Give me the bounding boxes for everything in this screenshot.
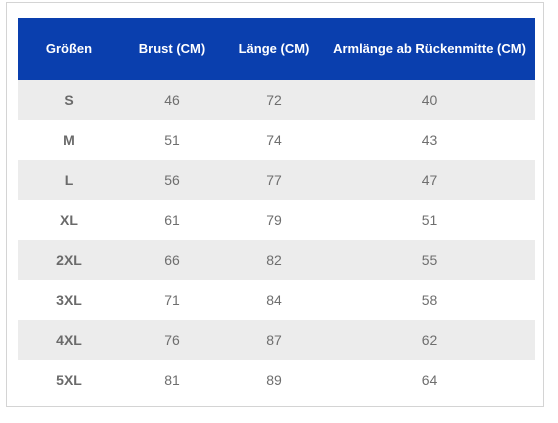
cell-size: 3XL [56, 292, 82, 308]
cell-size: M [63, 132, 75, 148]
cell-arm-length: 40 [421, 92, 438, 108]
cell-chest: 71 [164, 292, 180, 308]
cell-chest: 66 [164, 252, 180, 268]
cell-length: 87 [266, 332, 282, 348]
cell-length: 77 [266, 172, 282, 188]
cell-length: 79 [266, 212, 282, 228]
cell-arm-length: 64 [421, 372, 438, 388]
cell-length: 89 [266, 372, 282, 388]
cell-length: 74 [266, 132, 282, 148]
header-arm-length: Armlänge ab Rückenmitte (CM) [333, 41, 526, 56]
cell-arm-length: 47 [421, 172, 438, 188]
cell-chest: 56 [164, 172, 180, 188]
table-row: M 51 74 43 [18, 120, 535, 160]
cell-chest: 81 [164, 372, 180, 388]
header-size: Größen [45, 41, 93, 56]
table-row: 5XL 81 89 64 [18, 360, 535, 400]
cell-arm-length: 58 [421, 292, 438, 308]
cell-length: 84 [266, 292, 282, 308]
cell-size: L [64, 172, 74, 188]
cell-size: XL [60, 212, 78, 228]
cell-arm-length: 62 [421, 332, 438, 348]
cell-chest: 76 [164, 332, 180, 348]
size-chart-frame: Größen Brust (CM) Länge (CM) Armlänge ab… [6, 2, 544, 407]
cell-size: 5XL [56, 372, 82, 388]
cell-chest: 51 [164, 132, 180, 148]
cell-arm-length: 51 [421, 212, 438, 228]
cell-length: 72 [266, 92, 282, 108]
header-length: Länge (CM) [238, 41, 310, 56]
cell-chest: 61 [164, 212, 180, 228]
cell-size: 2XL [56, 252, 82, 268]
cell-arm-length: 43 [421, 132, 438, 148]
header-chest: Brust (CM) [138, 41, 206, 56]
size-chart-table: Größen Brust (CM) Länge (CM) Armlänge ab… [18, 18, 535, 400]
cell-size: 4XL [56, 332, 82, 348]
table-row: L 56 77 47 [18, 160, 535, 200]
table-row: S 46 72 40 [18, 80, 535, 120]
cell-arm-length: 55 [421, 252, 438, 268]
cell-size: S [64, 92, 74, 108]
table-row: 3XL 71 84 58 [18, 280, 535, 320]
cell-chest: 46 [164, 92, 180, 108]
table-row: XL 61 79 51 [18, 200, 535, 240]
table-row: 4XL 76 87 62 [18, 320, 535, 360]
cell-length: 82 [266, 252, 282, 268]
table-header-row: Größen Brust (CM) Länge (CM) Armlänge ab… [18, 18, 535, 80]
table-row: 2XL 66 82 55 [18, 240, 535, 280]
